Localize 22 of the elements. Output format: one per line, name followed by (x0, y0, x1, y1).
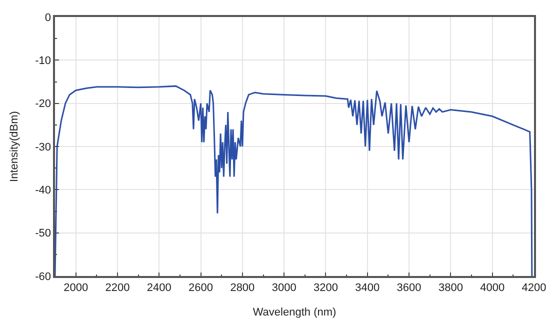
x-tick-label: 4000 (480, 282, 505, 294)
x-tick-label: 3200 (314, 282, 338, 294)
x-tick-label: 2400 (146, 282, 172, 294)
y-axis-title: Intensity(dBm) (8, 111, 20, 182)
x-tick-label: 2000 (64, 282, 88, 294)
x-tick-label: 2600 (188, 282, 214, 294)
y-tick-label: 0 (44, 12, 52, 24)
x-tick-label: 2800 (230, 282, 255, 294)
x-tick-label: 3000 (272, 282, 296, 294)
line-series (55, 85, 533, 276)
y-tick-label: -50 (35, 228, 52, 240)
y-tick-label: -20 (35, 98, 52, 110)
y-tick-label: -30 (35, 141, 52, 154)
x-tick-label: 3800 (438, 282, 463, 294)
x-tick-label: 3600 (396, 282, 422, 294)
y-tick-label: -40 (35, 184, 52, 197)
y-tick-label: -60 (35, 270, 52, 283)
x-tick-label: 2200 (105, 282, 130, 294)
y-tick-label: -10 (35, 55, 52, 68)
x-tick-label: 3400 (355, 282, 380, 294)
x-axis-title: Wavelength (nm) (252, 306, 336, 319)
x-tick-label: 4200 (522, 282, 546, 294)
